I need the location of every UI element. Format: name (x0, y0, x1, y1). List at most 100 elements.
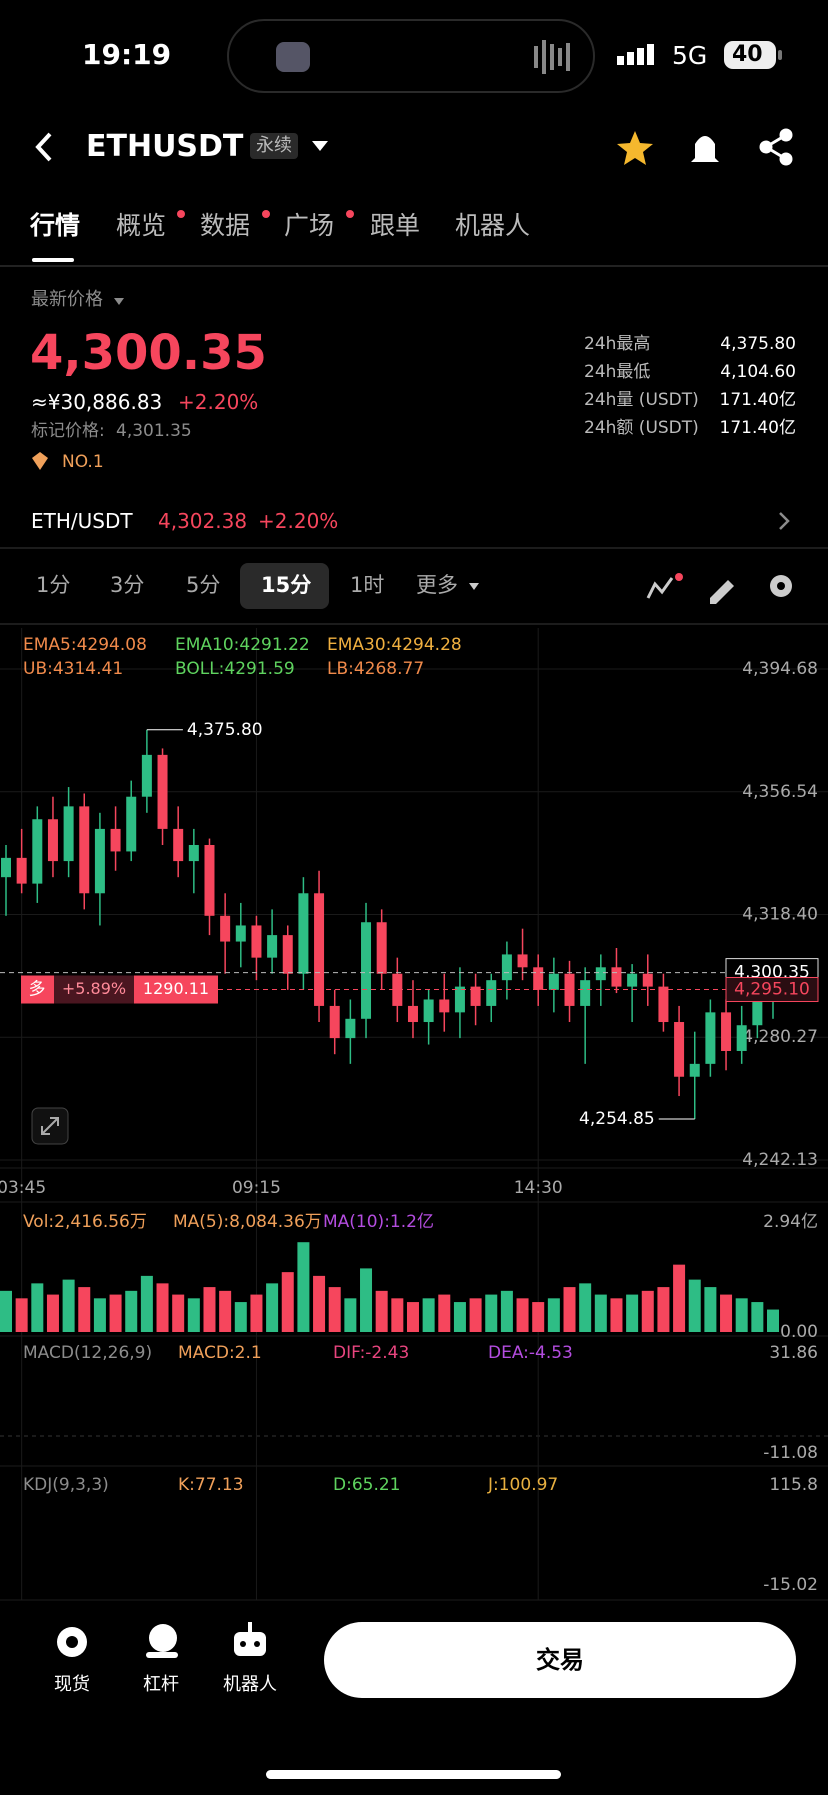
tab-underline (32, 258, 74, 262)
candle-body (282, 935, 293, 974)
candle-body (141, 754, 152, 797)
favorite-star[interactable] (617, 131, 653, 165)
volume-bar (594, 1294, 607, 1332)
nav-label[interactable]: 现货 (54, 1674, 90, 1695)
interval[interactable]: 1分 (36, 573, 71, 597)
tab[interactable]: 广场 (284, 211, 335, 240)
volume-bar (751, 1302, 764, 1332)
candle-body (251, 925, 262, 958)
tab[interactable]: 数据 (200, 211, 251, 240)
indicator-button[interactable] (646, 577, 674, 599)
candle-body (705, 1012, 716, 1064)
candle-body (752, 999, 763, 1026)
symbol: ETHUSDT (86, 129, 244, 164)
volume-bar (281, 1272, 294, 1332)
legend-item: D:65.21 (333, 1475, 401, 1495)
interval[interactable]: 15分 (261, 573, 312, 597)
candle-body (173, 828, 184, 862)
stat-label: 24h量 (USDT) (584, 390, 699, 410)
candle-body (439, 999, 450, 1013)
island-icon (276, 42, 310, 72)
interval[interactable]: 1时 (350, 573, 385, 597)
axis-label: 115.8 (769, 1475, 818, 1495)
candle-body (454, 986, 465, 1013)
trade-label[interactable]: 交易 (536, 1646, 584, 1674)
volume-bar (422, 1298, 435, 1332)
volume-bar (234, 1302, 247, 1332)
annotation-label: 4,254.85 (579, 1109, 655, 1129)
tab[interactable]: 跟单 (370, 211, 421, 240)
candle-body (126, 796, 137, 852)
volume-bar (469, 1298, 482, 1332)
network: 5G (672, 41, 708, 70)
more-dropdown[interactable] (469, 583, 479, 590)
volume-bar (219, 1290, 232, 1332)
draw-button[interactable] (710, 580, 734, 604)
candle-body (204, 844, 215, 916)
candle-body (736, 1025, 747, 1051)
volume-bar (641, 1290, 654, 1332)
volume-bar (172, 1294, 185, 1332)
trade-button[interactable] (324, 1622, 796, 1698)
candle-body (548, 973, 559, 990)
volume-bar (297, 1242, 310, 1332)
candle-body (32, 819, 43, 884)
volume-bar (109, 1294, 122, 1332)
home-indicator (266, 1770, 561, 1779)
volume-bar (0, 1290, 12, 1332)
legend-item: K:77.13 (178, 1475, 244, 1495)
axis-label: -15.02 (763, 1575, 818, 1595)
volume-bar (46, 1294, 59, 1332)
nav-label[interactable]: 机器人 (223, 1674, 277, 1695)
pair-chevron[interactable] (779, 512, 790, 530)
rank-icon (32, 452, 48, 470)
interval[interactable]: 3分 (110, 573, 145, 597)
candle-body (517, 954, 528, 968)
volume-bar (438, 1294, 451, 1332)
margin-icon[interactable] (146, 1624, 178, 1658)
axis-label: 31.86 (769, 1343, 818, 1363)
legend-item: Vol:2,416.56万 (23, 1212, 147, 1232)
pair-name: ETH/USDT (31, 509, 133, 533)
candle-body (721, 1012, 732, 1051)
volume-bar (516, 1298, 529, 1332)
mark-label: 标记价格: (31, 421, 105, 441)
back-button[interactable] (35, 132, 52, 162)
y-tick-label: 4,242.13 (742, 1150, 818, 1170)
interval[interactable]: 5分 (186, 573, 221, 597)
tab[interactable]: 行情 (30, 211, 81, 240)
candle-body (361, 922, 372, 1019)
position-side-bg (21, 975, 54, 1004)
spot-icon[interactable] (57, 1627, 87, 1657)
bot-icon[interactable] (234, 1622, 266, 1656)
y-tick-label: 4,356.54 (742, 782, 818, 802)
position-size: 1290.11 (143, 979, 209, 998)
tab[interactable]: 概览 (116, 211, 167, 240)
candle-body (486, 980, 497, 1006)
volume-bar (579, 1283, 592, 1332)
candle-body (235, 925, 246, 942)
volume-bar (375, 1290, 388, 1332)
nav-label[interactable]: 杠杆 (143, 1674, 179, 1695)
battery-cap (778, 50, 782, 60)
price-change: +2.20% (178, 390, 259, 414)
interval[interactable]: 更多 (416, 573, 458, 597)
status-time: 19:19 (82, 38, 172, 71)
symbol-dropdown[interactable] (312, 141, 328, 151)
candle-body (1, 857, 11, 878)
volume-bar (532, 1302, 545, 1332)
legend-item: LB:4268.77 (327, 659, 425, 679)
share-button[interactable] (759, 128, 793, 166)
stat-value: 4,375.80 (720, 334, 796, 354)
signal-icon (617, 44, 654, 65)
battery-level: 40 (732, 42, 763, 67)
volume-bar (203, 1287, 216, 1332)
pair-price: 4,302.38 (158, 509, 248, 533)
legend-item: MA(5):8,084.36万 (173, 1212, 322, 1232)
price-label: 最新价格 (31, 289, 103, 310)
price-type-dropdown[interactable] (114, 298, 124, 305)
stat-label: 24h额 (USDT) (584, 418, 699, 438)
alert-bell[interactable] (691, 136, 719, 162)
tab[interactable]: 机器人 (455, 211, 531, 240)
